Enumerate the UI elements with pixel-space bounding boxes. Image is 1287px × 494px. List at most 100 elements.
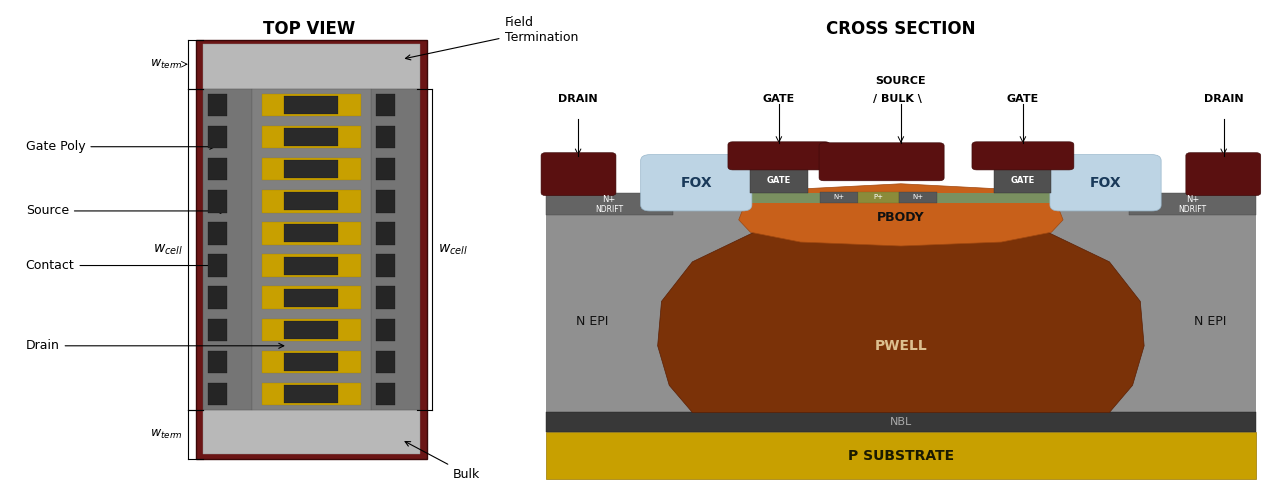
Text: GATE: GATE (1006, 94, 1039, 104)
FancyBboxPatch shape (376, 287, 395, 309)
Text: P SUBSTRATE: P SUBSTRATE (848, 449, 954, 463)
Text: DRAIN: DRAIN (559, 94, 598, 104)
FancyBboxPatch shape (261, 287, 362, 309)
FancyBboxPatch shape (261, 94, 362, 116)
Text: Contact: Contact (26, 259, 225, 272)
Text: SOURCE: SOURCE (875, 77, 927, 86)
FancyBboxPatch shape (376, 190, 395, 212)
Text: NDRIFT: NDRIFT (1179, 206, 1207, 214)
FancyBboxPatch shape (641, 155, 752, 211)
Text: N+: N+ (834, 194, 844, 200)
Text: PBODY: PBODY (876, 211, 925, 224)
FancyBboxPatch shape (208, 158, 228, 180)
FancyBboxPatch shape (546, 432, 1256, 479)
FancyBboxPatch shape (261, 126, 362, 148)
FancyBboxPatch shape (283, 224, 338, 243)
FancyBboxPatch shape (546, 412, 1256, 432)
FancyBboxPatch shape (376, 222, 395, 245)
Text: N EPI: N EPI (1193, 315, 1227, 328)
FancyBboxPatch shape (252, 89, 371, 410)
FancyBboxPatch shape (376, 351, 395, 373)
FancyBboxPatch shape (376, 94, 395, 116)
Text: TOP VIEW: TOP VIEW (263, 20, 355, 38)
Text: FOX: FOX (1090, 176, 1121, 190)
Text: CROSS SECTION: CROSS SECTION (826, 20, 976, 38)
FancyBboxPatch shape (261, 351, 362, 373)
FancyBboxPatch shape (546, 205, 1256, 412)
FancyBboxPatch shape (283, 385, 338, 403)
Text: Field
Termination: Field Termination (405, 16, 578, 60)
FancyBboxPatch shape (376, 383, 395, 405)
FancyBboxPatch shape (208, 222, 228, 245)
Text: N EPI: N EPI (575, 315, 609, 328)
FancyBboxPatch shape (994, 165, 1051, 193)
FancyBboxPatch shape (283, 256, 338, 275)
FancyBboxPatch shape (728, 142, 830, 170)
FancyBboxPatch shape (203, 44, 420, 89)
FancyBboxPatch shape (750, 165, 808, 193)
FancyBboxPatch shape (283, 353, 338, 371)
FancyBboxPatch shape (203, 89, 252, 410)
FancyBboxPatch shape (196, 40, 427, 459)
Text: $w_{term}$: $w_{term}$ (151, 428, 183, 441)
FancyBboxPatch shape (261, 190, 362, 212)
FancyBboxPatch shape (261, 383, 362, 405)
FancyBboxPatch shape (972, 142, 1073, 170)
FancyBboxPatch shape (750, 193, 1051, 203)
FancyBboxPatch shape (208, 319, 228, 341)
FancyBboxPatch shape (898, 192, 937, 203)
FancyBboxPatch shape (261, 319, 362, 341)
FancyBboxPatch shape (208, 351, 228, 373)
FancyBboxPatch shape (208, 190, 228, 212)
FancyBboxPatch shape (819, 143, 945, 181)
Text: N+: N+ (602, 195, 615, 204)
Text: FOX: FOX (681, 176, 712, 190)
FancyBboxPatch shape (376, 319, 395, 341)
Polygon shape (739, 184, 1063, 246)
FancyBboxPatch shape (371, 89, 420, 410)
Text: Bulk: Bulk (405, 442, 480, 481)
FancyBboxPatch shape (283, 160, 338, 178)
FancyBboxPatch shape (261, 254, 362, 277)
FancyBboxPatch shape (283, 321, 338, 339)
Text: Gate Poly: Gate Poly (26, 140, 215, 153)
FancyBboxPatch shape (1129, 193, 1256, 215)
Text: GATE: GATE (763, 94, 795, 104)
FancyBboxPatch shape (283, 288, 338, 307)
FancyBboxPatch shape (203, 410, 420, 454)
Text: NDRIFT: NDRIFT (595, 206, 623, 214)
Text: N+: N+ (1187, 195, 1199, 204)
Polygon shape (658, 220, 1144, 412)
FancyBboxPatch shape (376, 158, 395, 180)
Text: PWELL: PWELL (875, 339, 927, 353)
FancyBboxPatch shape (208, 94, 228, 116)
Text: GATE: GATE (767, 176, 792, 185)
Text: N+: N+ (912, 194, 924, 200)
Text: Drain: Drain (26, 339, 283, 352)
FancyBboxPatch shape (646, 195, 750, 203)
FancyBboxPatch shape (376, 126, 395, 148)
FancyBboxPatch shape (283, 96, 338, 114)
FancyBboxPatch shape (376, 254, 395, 277)
FancyBboxPatch shape (208, 287, 228, 309)
Text: GATE: GATE (1010, 176, 1035, 185)
FancyBboxPatch shape (1050, 155, 1161, 211)
FancyBboxPatch shape (541, 153, 616, 196)
FancyBboxPatch shape (546, 193, 673, 215)
Text: $w_{term}$: $w_{term}$ (151, 58, 183, 71)
Text: NBL: NBL (889, 417, 912, 427)
FancyBboxPatch shape (820, 192, 858, 203)
Text: P+: P+ (874, 194, 883, 200)
FancyBboxPatch shape (858, 192, 898, 203)
Text: $w_{cell}$: $w_{cell}$ (153, 242, 183, 257)
FancyBboxPatch shape (283, 128, 338, 146)
FancyBboxPatch shape (261, 222, 362, 245)
Text: $w_{cell}$: $w_{cell}$ (438, 242, 467, 257)
FancyBboxPatch shape (208, 126, 228, 148)
Text: DRAIN: DRAIN (1203, 94, 1243, 104)
FancyBboxPatch shape (208, 383, 228, 405)
FancyBboxPatch shape (261, 158, 362, 180)
FancyBboxPatch shape (283, 192, 338, 210)
Text: Source: Source (26, 205, 225, 217)
FancyBboxPatch shape (1185, 153, 1261, 196)
